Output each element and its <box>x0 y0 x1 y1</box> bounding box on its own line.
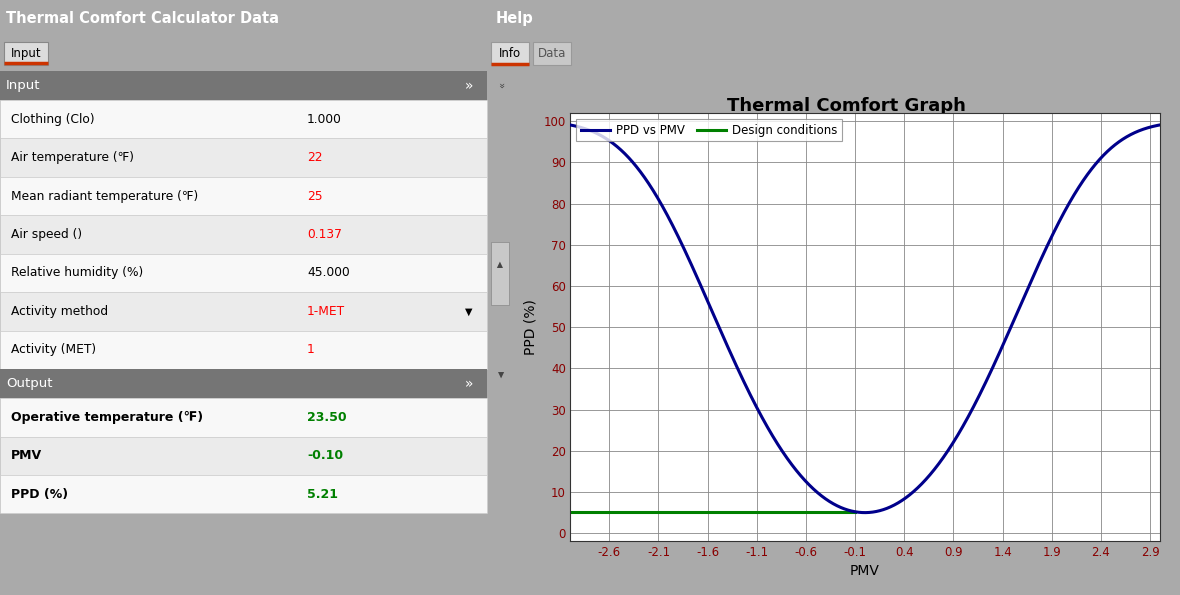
Text: -0.10: -0.10 <box>307 449 343 462</box>
Bar <box>0 139 487 177</box>
Text: Mean radiant temperature (℉): Mean radiant temperature (℉) <box>11 190 198 203</box>
Text: ▼: ▼ <box>465 306 473 317</box>
Bar <box>0 369 487 398</box>
Text: 45.000: 45.000 <box>307 267 349 280</box>
Text: Thermal Comfort Calculator Data: Thermal Comfort Calculator Data <box>6 11 278 26</box>
Text: Clothing (Clo): Clothing (Clo) <box>11 112 94 126</box>
Bar <box>0 292 487 331</box>
Text: Activity method: Activity method <box>11 305 107 318</box>
Text: 23.50: 23.50 <box>307 411 347 424</box>
Text: »: » <box>465 377 473 390</box>
Bar <box>0 100 487 139</box>
Text: »: » <box>465 79 473 93</box>
Text: 5.21: 5.21 <box>307 488 337 500</box>
Bar <box>0 71 487 100</box>
Text: 22: 22 <box>307 151 322 164</box>
Bar <box>0 437 487 475</box>
Bar <box>533 42 571 65</box>
Text: Input: Input <box>11 46 41 60</box>
Bar <box>0 398 487 437</box>
Text: 1-MET: 1-MET <box>307 305 345 318</box>
Text: Activity (MET): Activity (MET) <box>11 343 96 356</box>
Text: ▶: ▶ <box>496 260 505 267</box>
Text: 1: 1 <box>307 343 315 356</box>
Bar <box>0 215 487 254</box>
Bar <box>491 242 510 305</box>
Text: Help: Help <box>496 11 533 26</box>
Text: Input: Input <box>6 79 40 92</box>
Text: Data: Data <box>538 46 566 60</box>
Text: Air temperature (℉): Air temperature (℉) <box>11 151 133 164</box>
Legend: PPD vs PMV, Design conditions: PPD vs PMV, Design conditions <box>576 119 843 142</box>
Text: 25: 25 <box>307 190 322 203</box>
Text: Air speed (): Air speed () <box>11 228 81 241</box>
X-axis label: PMV: PMV <box>850 564 880 578</box>
Text: Output: Output <box>6 377 52 390</box>
Text: Thermal Comfort Graph: Thermal Comfort Graph <box>727 98 966 115</box>
Text: Relative humidity (%): Relative humidity (%) <box>11 267 143 280</box>
Bar <box>0 475 487 513</box>
Text: Operative temperature (℉): Operative temperature (℉) <box>11 411 203 424</box>
Text: Info: Info <box>499 46 520 60</box>
Bar <box>4 42 47 65</box>
Bar <box>0 254 487 292</box>
Bar <box>0 177 487 215</box>
Text: PMV: PMV <box>11 449 41 462</box>
Text: 0.137: 0.137 <box>307 228 342 241</box>
Y-axis label: PPD (%): PPD (%) <box>524 299 538 355</box>
Bar <box>0 331 487 369</box>
Text: 1.000: 1.000 <box>307 112 342 126</box>
Text: »: » <box>496 82 505 87</box>
Text: ▶: ▶ <box>496 371 505 377</box>
Text: PPD (%): PPD (%) <box>11 488 67 500</box>
Bar <box>491 42 529 65</box>
